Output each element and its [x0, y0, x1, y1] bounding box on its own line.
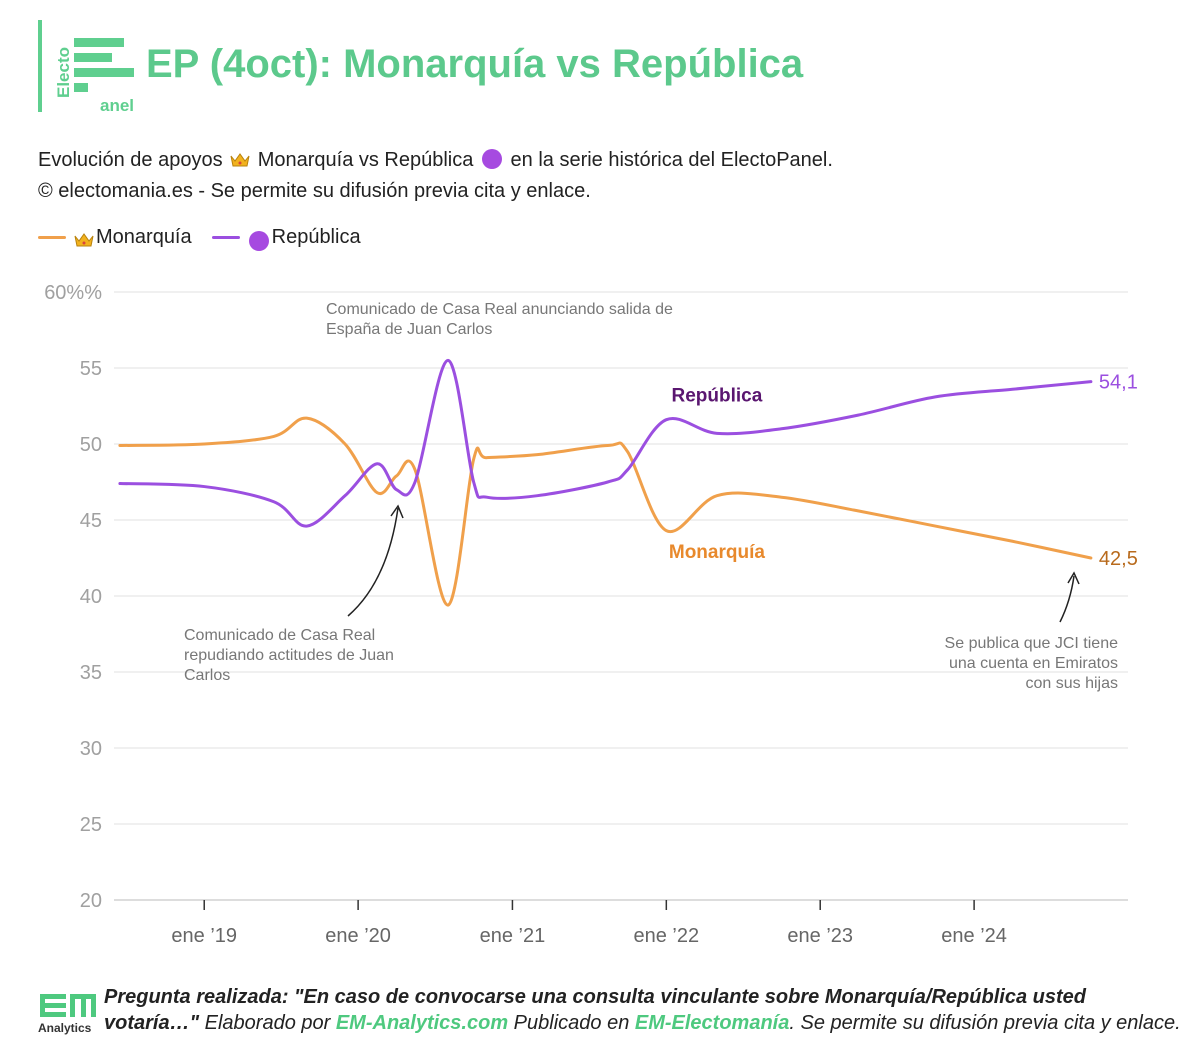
y-tick-label: 20 — [80, 890, 102, 912]
x-tick-label: ene ’23 — [787, 925, 853, 947]
annotation-arrowhead — [1067, 571, 1080, 585]
subtitle-line-1: Evolución de apoyos Monarquía vs Repúbli… — [38, 145, 833, 176]
footer-permite: . Se permite su difusión previa cita y e… — [789, 1012, 1181, 1034]
end-label-republica: 54,1 — [1099, 372, 1138, 394]
x-tick-label: ene ’24 — [941, 925, 1007, 947]
legend-label-monarquia: Monarquía — [96, 226, 192, 248]
em-analytics-link[interactable]: EM-Analytics.com — [335, 1012, 509, 1034]
legend-swatch-monarquia — [38, 236, 66, 239]
series-label-monarquia: Monarquía — [669, 542, 765, 563]
series-line-republica — [118, 358, 1093, 528]
legend-item-monarquia: Monarquía — [38, 226, 192, 249]
crown-icon — [74, 232, 94, 246]
y-tick-label: 40 — [80, 586, 102, 608]
logo-bars-icon — [74, 38, 134, 98]
logo-text-electo: Electo — [54, 46, 73, 98]
y-tick-label: 55 — [80, 358, 102, 380]
series-line-monarquia — [118, 416, 1093, 607]
y-tick-label: 50 — [80, 434, 102, 456]
question-text: Pregunta realizada: "En caso de convocar… — [104, 986, 1086, 1034]
footer-publicado: Publicado en — [508, 1012, 635, 1034]
x-tick-label: ene ’20 — [325, 925, 391, 947]
line-chart: 20 25 30 35 40 45 50 55 60%% ene ’19 ene ’20 ene ’2… — [44, 282, 1138, 947]
crown-icon — [230, 153, 250, 167]
x-tick-label: ene ’22 — [634, 925, 700, 947]
chart-legend: Monarquía República — [38, 226, 381, 251]
annotation-arrowhead — [390, 504, 404, 519]
purple-circle-icon — [248, 230, 269, 251]
x-tick-label: ene ’21 — [480, 925, 546, 947]
footer-text: Pregunta realizada: "En caso de convocar… — [104, 984, 1184, 1036]
annotation-salida: Comunicado de Casa Real anunciando salid… — [326, 301, 673, 338]
legend-item-republica: República — [211, 226, 361, 251]
y-tick-label: 30 — [80, 738, 102, 760]
em-logo-text: Analytics — [38, 1021, 92, 1035]
y-tick-label: 60%% — [44, 282, 102, 304]
series-label-republica: República — [672, 385, 763, 406]
purple-circle-icon — [481, 149, 502, 169]
x-tick-label: ene ’19 — [171, 925, 237, 947]
subtitle-text-c: en la serie histórica del ElectoPanel. — [510, 149, 833, 171]
logo-text-panel: anel — [100, 96, 135, 115]
electopanel-logo: Electo anel — [54, 38, 144, 115]
legend-label-republica: República — [271, 226, 361, 248]
logo-accent-bar — [38, 20, 42, 112]
em-electomania-link[interactable]: EM-Electomanía — [634, 1012, 790, 1034]
legend-swatch-republica — [211, 236, 240, 239]
annotation-arrow — [347, 507, 399, 617]
footer-elaborado: Elaborado por — [199, 1012, 336, 1034]
y-tick-label: 35 — [80, 662, 102, 684]
page-title: EP (4oct): Monarquía vs República — [146, 42, 804, 86]
y-tick-label: 45 — [80, 510, 102, 532]
em-analytics-logo: Analytics — [38, 994, 96, 1035]
y-tick-label: 25 — [80, 814, 102, 836]
subtitle-line-2: © electomania.es - Se permite su difusió… — [38, 180, 591, 202]
subtitle: Evolución de apoyos Monarquía vs Repúbli… — [38, 145, 833, 207]
annotation-repudio: Comunicado de Casa Real repudiando actitu… — [184, 627, 394, 684]
end-label-monarquia: 42,5 — [1099, 548, 1138, 570]
subtitle-text-b: Monarquía vs República — [257, 149, 474, 171]
subtitle-text-a: Evolución de apoyos — [38, 149, 223, 171]
annotation-arrow — [1059, 575, 1075, 623]
annotation-emiratos: Se publica que JCI tiene una cuenta en Em… — [945, 635, 1119, 692]
